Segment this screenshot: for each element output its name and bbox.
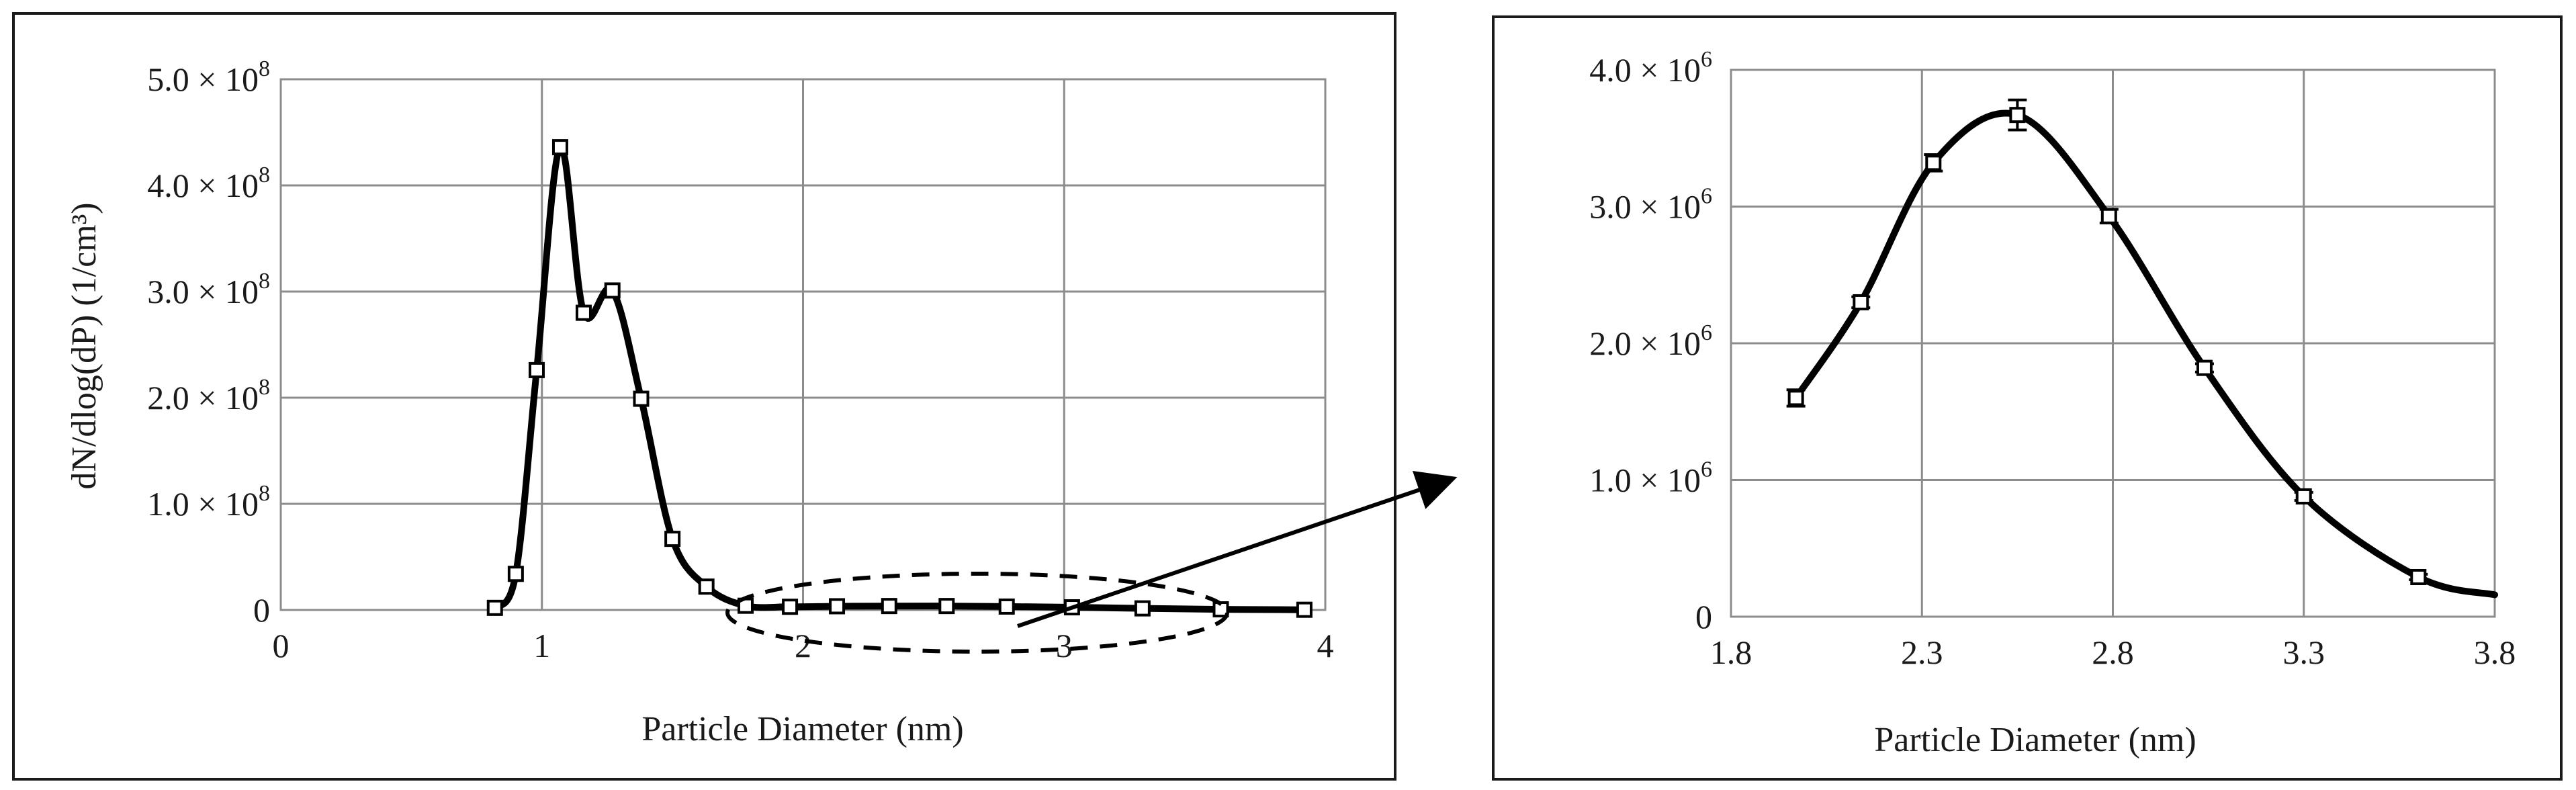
y-tick-label: 1.0 × 108 xyxy=(147,481,270,523)
x-tick-label: 1.8 xyxy=(1710,633,1752,671)
data-point-marker xyxy=(2196,359,2213,376)
data-point-marker xyxy=(551,139,568,156)
data-point-marker xyxy=(829,598,846,615)
zoom-gridlines xyxy=(1730,69,2496,618)
zoom-x-tick-labels: 1.8 2.3 2.8 3.3 3.8 xyxy=(1710,633,2516,671)
zoom-chart-frame xyxy=(1492,15,2563,781)
data-point-marker xyxy=(938,598,955,615)
y-tick-label: 4.0 × 108 xyxy=(147,163,270,204)
zoom-plot-area xyxy=(1730,69,2496,618)
x-tick-label: 2.3 xyxy=(1901,633,1943,671)
y-tick-label: 5.0 × 108 xyxy=(147,56,270,98)
zoom-region-ellipse xyxy=(725,572,1229,654)
data-point-marker xyxy=(2410,568,2427,585)
overview-gridlines xyxy=(279,78,1327,611)
x-tick-label: 2.8 xyxy=(2092,633,2134,671)
zoom-x-axis-title: Particle Diameter (nm) xyxy=(1874,721,2196,759)
data-point-marker xyxy=(698,578,715,595)
data-point-marker xyxy=(1925,155,1942,171)
y-tick-label: 0 xyxy=(253,591,270,629)
y-tick-label: 3.0 × 106 xyxy=(1589,184,1712,226)
y-tick-label: 1.0 × 106 xyxy=(1589,457,1712,499)
zoom-y-tick-labels: 0 1.0 × 106 2.0 × 106 3.0 × 106 4.0 × 106 xyxy=(1589,47,1712,635)
data-point-marker xyxy=(881,598,897,615)
x-tick-label: 2 xyxy=(795,627,811,664)
data-point-marker xyxy=(1853,294,1869,310)
data-point-marker xyxy=(1134,600,1151,617)
zoom-arrow xyxy=(1017,471,1458,628)
zoom-error-bars xyxy=(1786,98,2428,582)
data-point-marker xyxy=(575,304,592,321)
data-point-marker xyxy=(1296,601,1313,618)
data-point-marker xyxy=(633,390,650,407)
y-tick-label: 4.0 × 106 xyxy=(1589,47,1712,89)
zoom-series-line xyxy=(1792,109,2498,599)
overview-x-tick-labels: 0 1 2 3 4 xyxy=(273,627,1334,664)
x-tick-label: 3 xyxy=(1056,627,1073,664)
overview-chart-frame xyxy=(12,12,1396,781)
data-point-marker xyxy=(998,598,1015,615)
overview-series-line xyxy=(491,143,1308,613)
data-point-marker xyxy=(2009,107,2026,124)
data-point-marker xyxy=(782,599,799,615)
data-point-marker xyxy=(2100,208,2117,224)
x-tick-label: 0 xyxy=(273,627,290,664)
overview-data-points xyxy=(486,139,1313,618)
data-point-marker xyxy=(2295,488,2312,504)
y-tick-label: 2.0 × 106 xyxy=(1589,320,1712,362)
x-tick-label: 3.3 xyxy=(2283,633,2325,671)
x-tick-label: 3.8 xyxy=(2474,633,2516,671)
data-point-marker xyxy=(528,361,545,378)
y-tick-label: 0 xyxy=(1695,598,1712,635)
overview-y-axis-title: dN/dlog(dP) (1/cm³) xyxy=(65,202,103,489)
data-point-marker xyxy=(664,531,681,547)
zoom-chart: 0 1.0 × 106 2.0 × 106 3.0 × 106 4.0 × 106 1.… xyxy=(1492,15,2563,781)
y-tick-label: 3.0 × 108 xyxy=(147,269,270,310)
zoom-data-points xyxy=(1787,107,2427,585)
overview-y-tick-labels: 0 1.0 × 108 2.0 × 108 3.0 × 108 4.0 × 108 5.0… xyxy=(147,56,270,629)
x-tick-label: 4 xyxy=(1317,627,1334,664)
data-point-marker xyxy=(604,282,621,299)
data-point-marker xyxy=(486,599,503,616)
data-point-marker xyxy=(507,566,524,582)
x-tick-label: 1 xyxy=(533,627,550,664)
overview-chart: 0 1.0 × 108 2.0 × 108 3.0 × 108 4.0 × 108 5.0… xyxy=(12,12,1458,781)
data-point-marker xyxy=(1787,390,1804,406)
overview-x-axis-title: Particle Diameter (nm) xyxy=(641,710,963,748)
y-tick-label: 2.0 × 108 xyxy=(147,375,270,416)
